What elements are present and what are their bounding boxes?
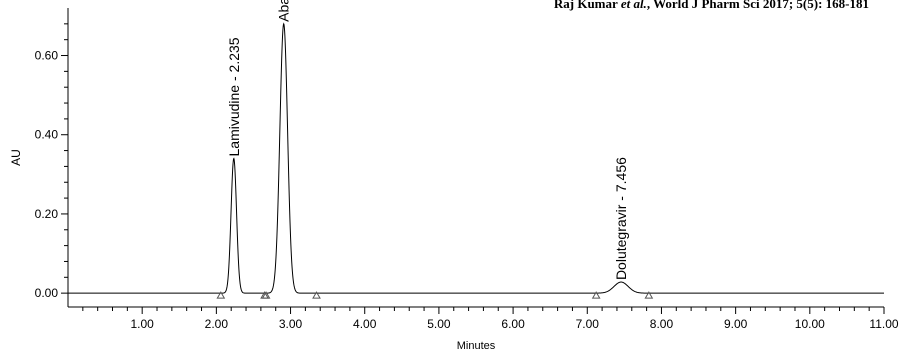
peak-labels: Lamivudine - 2.235 Abacavir - 2.908 Dolute… [226,0,629,280]
y-tick-label: 0.20 [35,207,59,221]
integration-marker [591,291,601,299]
integration-marker [644,291,654,299]
x-tick-label: 11.00 [869,317,898,331]
x-tick-label: 1.00 [131,317,155,331]
integration-marker [261,291,271,299]
reference-author: Raj Kumar [553,0,618,11]
peak-label: Dolutegravir - 7.456 [613,157,629,280]
x-tick-label: 8.00 [650,317,674,331]
integration-marks [216,291,654,299]
integration-marker [216,291,226,299]
peak-label: Abacavir - 2.908 [276,0,292,22]
y-tick-label: 0.40 [35,128,59,142]
axes: 1.00 2.00 3.00 4.00 5.00 6.00 7.00 8.00 9.00 10.0… [35,8,899,331]
x-tick-label: 7.00 [576,317,600,331]
x-tick-label: 10.00 [795,317,825,331]
x-tick-label: 9.00 [724,317,748,331]
reference-etal: et al. [620,0,647,11]
integration-marker [312,291,321,299]
x-axis-label: Minutes [457,340,496,352]
x-tick-label: 5.00 [427,317,451,331]
reference-journal: , World J Pharm Sci 2017; 5(5): 168-181 [646,0,869,11]
peak-label: Lamivudine - 2.235 [226,37,242,156]
y-axis-label: AU [9,149,23,166]
reference-header: Raj Kumar et al., World J Pharm Sci 2017… [554,0,869,12]
x-tick-label: 4.00 [353,317,377,331]
x-tick-label: 6.00 [501,317,525,331]
chromatogram-trace [68,22,884,294]
x-tick-label: 3.00 [279,317,303,331]
y-tick-label: 0.00 [35,286,59,300]
y-tick-label: 0.60 [35,49,59,63]
x-tick-label: 2.00 [205,317,229,331]
